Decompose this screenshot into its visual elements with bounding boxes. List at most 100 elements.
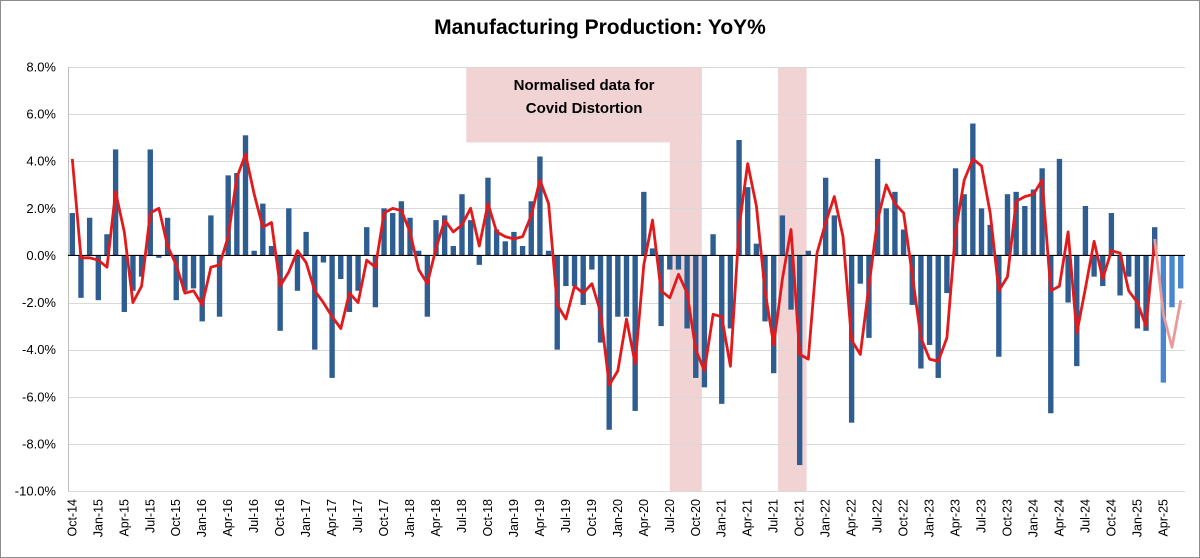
x-axis-ticks: Oct-14 Jan-15 Apr-15 Jul-15 Oct-15 Jan-16 Apr-…	[65, 499, 1170, 537]
bar	[138, 255, 145, 277]
y-tick-label: 4.0%	[26, 154, 56, 169]
bar	[104, 234, 110, 256]
bar	[1126, 255, 1132, 277]
bar	[346, 255, 353, 312]
bar	[234, 173, 240, 256]
bar	[719, 255, 725, 404]
x-tick-label: Jan-24	[1026, 499, 1040, 537]
bar	[130, 255, 136, 291]
x-tick-label: Apr-19	[533, 499, 547, 537]
x-tick-label: Oct-24	[1104, 499, 1118, 537]
chart-title: Manufacturing Production: YoY%	[434, 16, 766, 39]
bar	[294, 255, 301, 291]
line-3m-avg-latest	[1153, 238, 1183, 349]
bar	[1013, 191, 1019, 256]
bar	[260, 203, 266, 256]
bar	[1177, 255, 1184, 289]
bar	[926, 255, 933, 345]
bar	[675, 255, 682, 270]
bar	[796, 255, 803, 466]
bar	[883, 208, 889, 256]
bar	[831, 215, 837, 256]
y-axis-ticks: 8.0% 6.0% 4.0% 2.0% 0.0% -2.0% -4.0% -6.0% -8.0%…	[15, 60, 57, 499]
bar	[1056, 158, 1063, 256]
bar	[242, 135, 249, 256]
bar	[632, 255, 638, 411]
x-tick-label: Jan-21	[715, 499, 729, 537]
y-tick-label: -6.0%	[22, 389, 56, 404]
bar	[156, 255, 162, 258]
x-tick-label: Jul-23	[975, 499, 989, 533]
bar	[589, 255, 595, 270]
bar	[710, 234, 716, 256]
bar	[372, 255, 379, 308]
annotation-line-1: Normalised data for	[514, 77, 655, 94]
bar	[502, 241, 508, 256]
bar	[86, 217, 93, 256]
bar	[424, 255, 431, 317]
bar	[216, 255, 223, 317]
x-tick-label: Oct-23	[1000, 499, 1014, 537]
y-tick-label: 8.0%	[26, 60, 56, 75]
bar	[467, 220, 474, 256]
bar	[805, 250, 812, 256]
bar	[727, 255, 734, 329]
x-tick-label: Apr-23	[949, 499, 963, 537]
bar	[693, 255, 699, 378]
bar	[918, 255, 924, 369]
x-tick-label: Jan-22	[819, 499, 833, 537]
bar	[996, 255, 1002, 357]
x-tick-label: Oct-14	[65, 499, 79, 537]
y-tick-label: -2.0%	[22, 295, 56, 310]
x-tick-label: Jul-20	[663, 499, 677, 533]
bar	[312, 255, 318, 350]
bar	[571, 255, 578, 287]
covid-annotation: Normalised data for Covid Distortion	[514, 77, 655, 117]
bar	[1134, 255, 1141, 329]
bar	[701, 255, 708, 388]
bar	[78, 255, 84, 298]
line-series	[70, 152, 1183, 387]
bar	[545, 250, 552, 256]
x-tick-label: Oct-19	[585, 499, 599, 537]
bar	[355, 255, 361, 291]
bar	[1030, 189, 1037, 256]
x-tick-label: Jul-15	[143, 499, 157, 533]
x-tick-label: Apr-20	[637, 499, 651, 537]
bar	[563, 255, 569, 287]
bar	[519, 246, 526, 256]
x-tick-label: Jul-18	[455, 499, 469, 533]
annotation-box	[466, 67, 702, 143]
bar	[381, 208, 387, 256]
bar	[364, 227, 370, 256]
bar	[1108, 213, 1115, 256]
bar	[190, 255, 197, 289]
bar	[433, 220, 439, 256]
x-tick-label: Apr-16	[221, 499, 235, 537]
bar	[147, 149, 153, 256]
x-tick-label: Oct-15	[169, 499, 183, 537]
bar	[900, 229, 907, 256]
bar	[623, 255, 630, 317]
bar	[961, 194, 967, 256]
bar	[268, 246, 275, 256]
bar	[1048, 255, 1054, 414]
bar	[199, 255, 205, 322]
y-tick-label: -8.0%	[22, 436, 56, 451]
bar	[121, 255, 127, 312]
bar	[476, 255, 482, 265]
bar	[1065, 255, 1071, 303]
x-tick-label: Oct-17	[377, 499, 391, 537]
bar	[416, 250, 422, 256]
x-tick-label: Oct-22	[897, 499, 911, 537]
bar	[1004, 194, 1011, 256]
bar	[597, 255, 604, 343]
bar	[944, 255, 950, 294]
bar	[857, 255, 863, 284]
line-3m-avg	[70, 152, 1157, 387]
bar	[173, 255, 179, 301]
x-tick-label: Jan-18	[403, 499, 417, 537]
bar	[493, 229, 500, 256]
bar	[1143, 255, 1149, 331]
bar	[788, 255, 794, 310]
